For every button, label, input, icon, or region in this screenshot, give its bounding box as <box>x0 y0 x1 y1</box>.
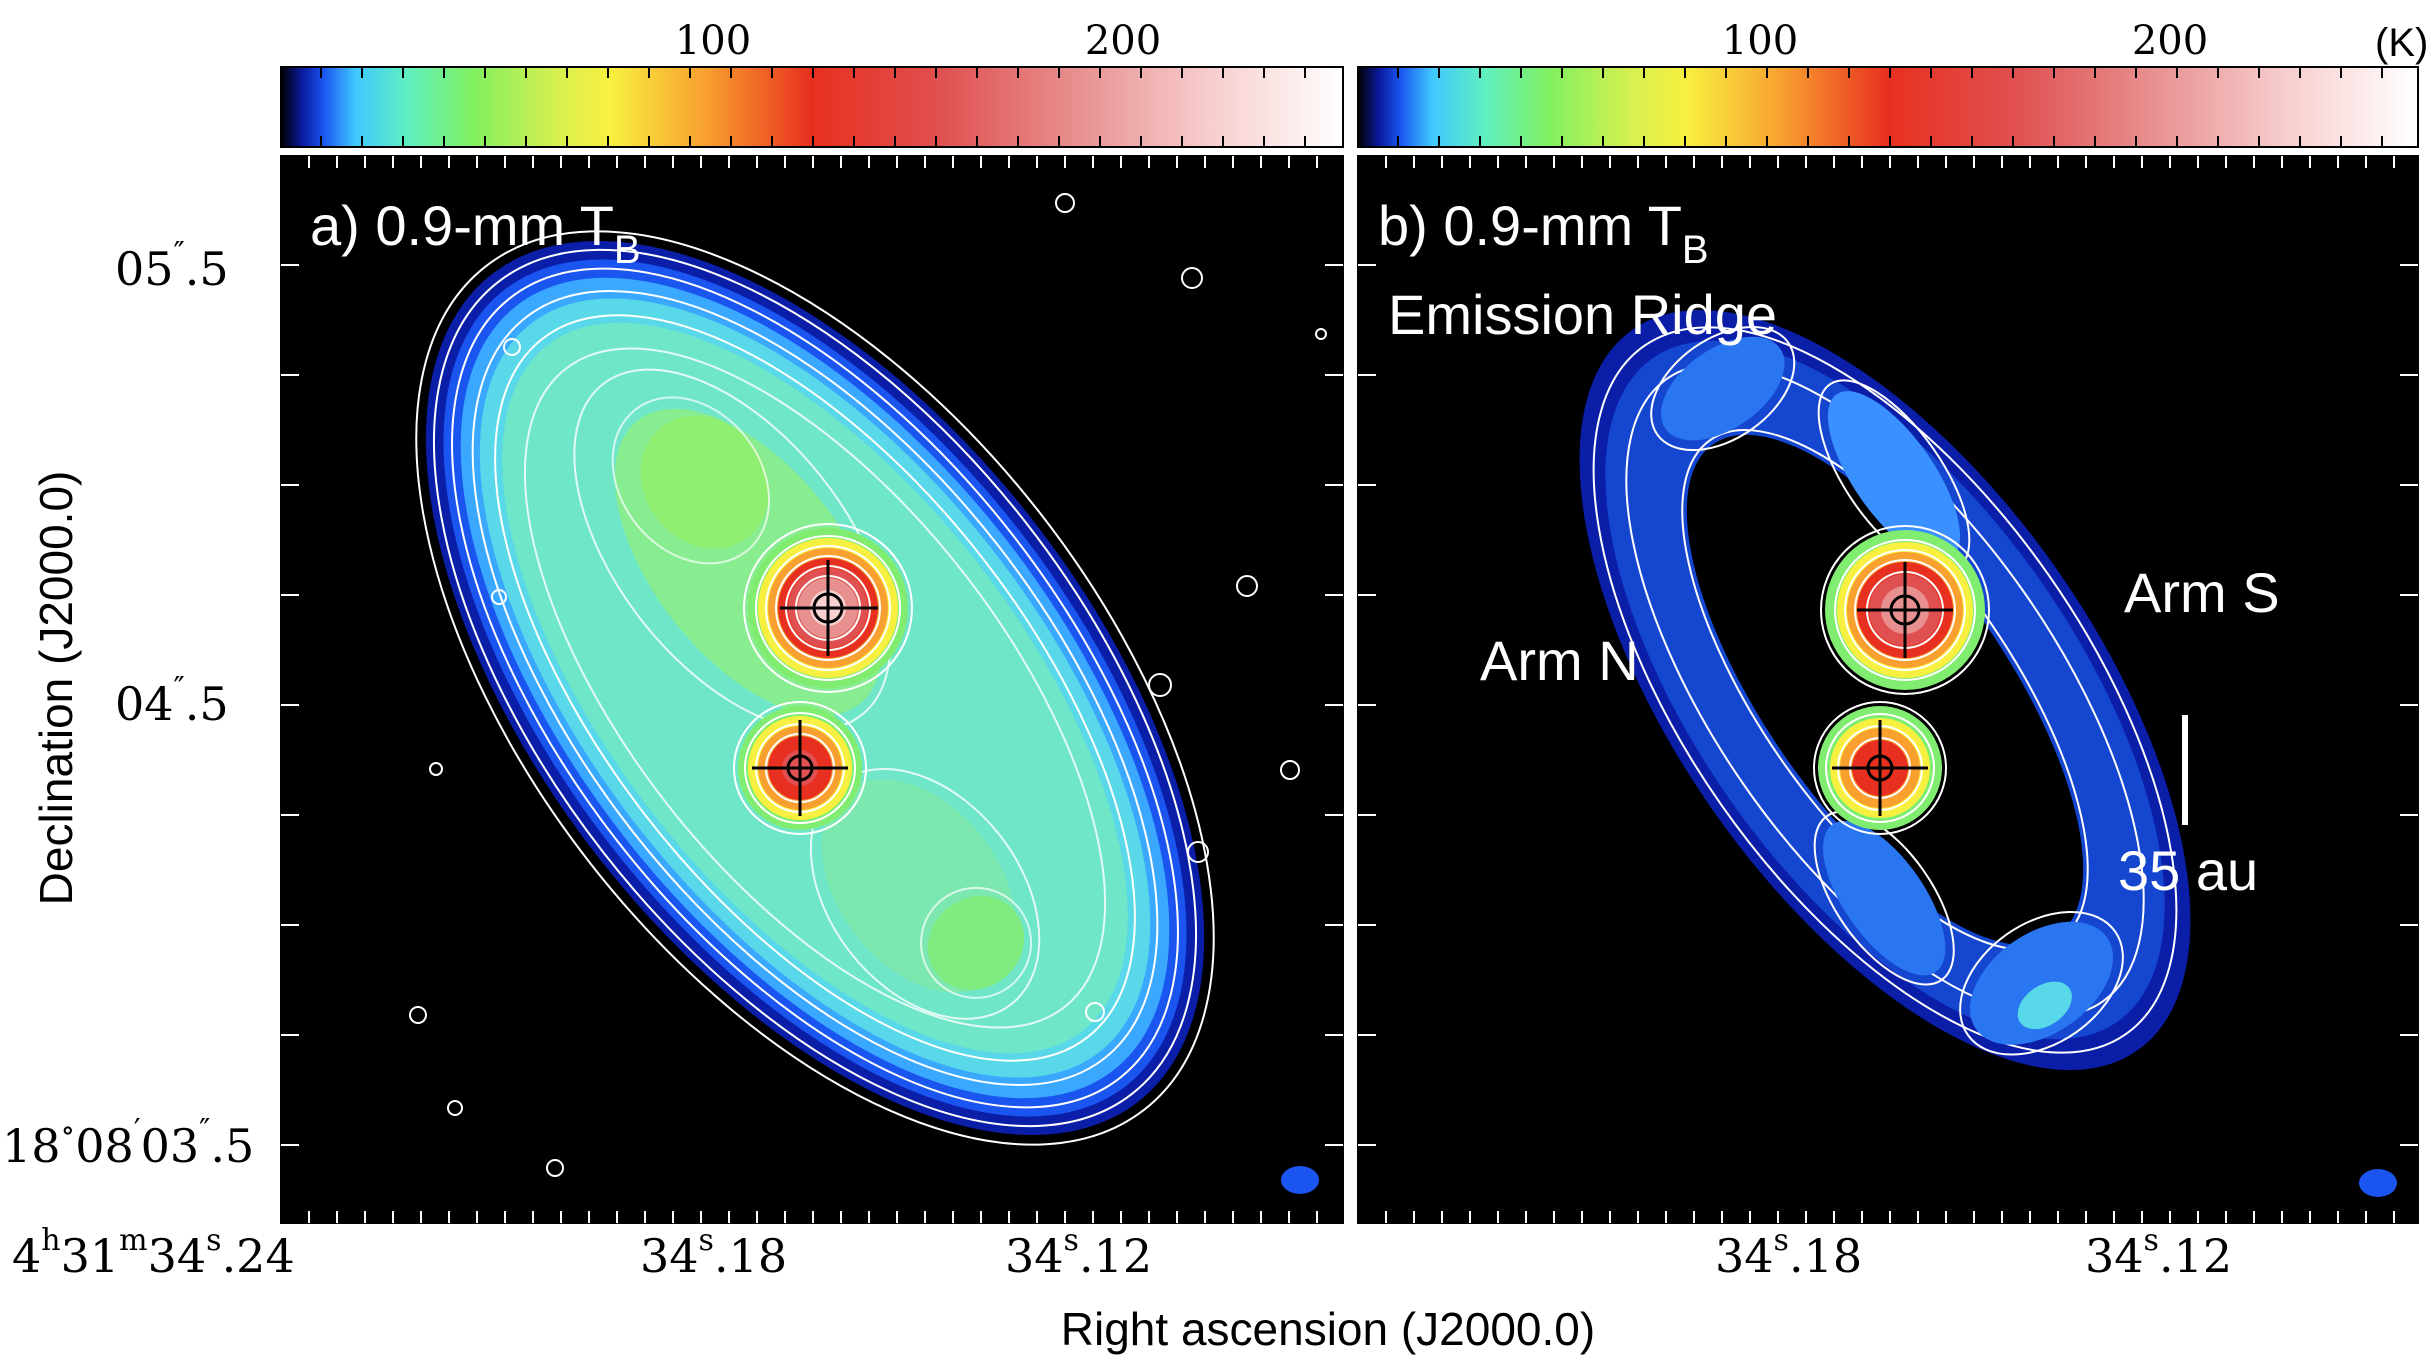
panel-b-title-sub: B <box>1682 228 1709 272</box>
y-axis-label: Declination (J2000.0) <box>30 471 82 906</box>
panel-b-subtitle: Emission Ridge <box>1388 283 1777 346</box>
annotation-arm-n: Arm N <box>1480 629 1639 692</box>
panel-b-beam <box>2359 1169 2397 1197</box>
panel-b-title-text: b) 0.9-mm T <box>1378 194 1682 257</box>
panel-a-crosshair-south <box>752 720 848 816</box>
panel-b-crosshair-north <box>1857 562 1953 658</box>
x-tick-label-b-0: 34s.18 <box>1715 1223 1862 1283</box>
panel-a-image <box>409 193 1327 1194</box>
panel-b-image <box>1579 309 2397 1197</box>
panel-b-tick-marks <box>1358 156 2418 1223</box>
panel-a: a) 0.9-mm TB <box>280 155 1344 1224</box>
annotation-arm-s: Arm S <box>2124 561 2280 624</box>
colorbar-a: 100 200 <box>280 18 1344 148</box>
colorbar-a-tick-marks <box>320 67 1306 147</box>
x-tick-label-a-2: 34s.12 <box>1005 1223 1152 1283</box>
panel-b-title: b) 0.9-mm TB Emission Ridge <box>1378 194 1777 346</box>
y-tick-label-2: 18∘08′03″.5 <box>2 1113 254 1173</box>
colorbar-b-tick-marks <box>1397 67 2383 147</box>
svg-text:a) 0.9-mm TB: a) 0.9-mm TB <box>310 194 641 272</box>
colorbar-b-tick-100: 100 <box>1722 18 1798 64</box>
x-tick-label-a-1: 34s.18 <box>640 1223 787 1283</box>
y-tick-label-0: 05″.5 <box>115 236 229 296</box>
panel-a-tick-marks <box>281 156 1343 1223</box>
colorbar-unit: (K) <box>2375 21 2426 65</box>
y-tick-label-1: 04″.5 <box>115 671 229 731</box>
panel-a-title-sub: B <box>614 228 641 272</box>
colorbar-a-tick-100: 100 <box>675 18 751 64</box>
x-tick-label-a-0: 4h31m34s.24 <box>12 1223 295 1283</box>
panel-a-crosshair-north <box>780 560 878 656</box>
x-axis-label: Right ascension (J2000.0) <box>1061 1303 1595 1355</box>
colorbar-b-tick-200: 200 <box>2132 18 2208 64</box>
x-tick-label-b-1: 34s.12 <box>2085 1223 2232 1283</box>
svg-text:b) 0.9-mm TB: b) 0.9-mm TB <box>1378 194 1709 272</box>
panel-b: b) 0.9-mm TB Emission Ridge Arm N Arm S … <box>1357 155 2419 1224</box>
colorbar-a-tick-200: 200 <box>1085 18 1161 64</box>
panel-b-crosshair-south <box>1832 720 1928 816</box>
scale-bar-label: 35 au <box>2118 839 2258 902</box>
panel-a-beam <box>1281 1166 1319 1194</box>
panel-a-title-text: a) 0.9-mm T <box>310 194 614 257</box>
panel-a-title: a) 0.9-mm TB <box>310 194 641 272</box>
colorbar-b: 100 200 (K) <box>1357 18 2426 148</box>
